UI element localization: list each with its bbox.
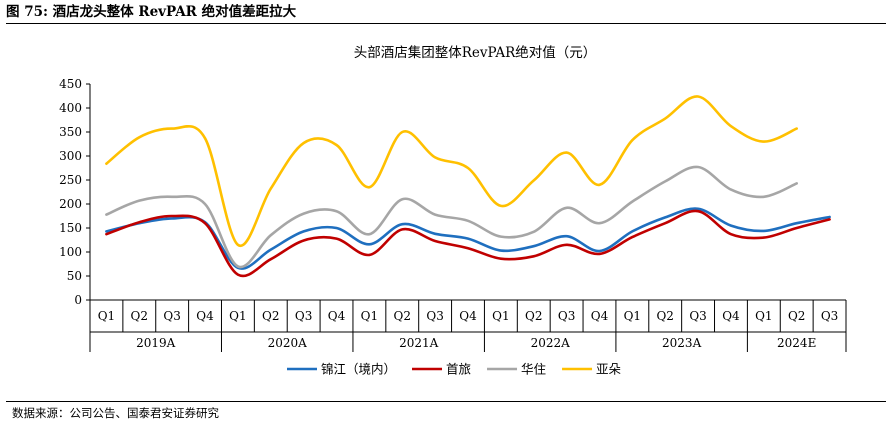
x-tick-label: Q1 xyxy=(229,309,246,323)
x-tick-label: Q2 xyxy=(262,309,279,323)
x-tick-label: Q4 xyxy=(328,309,346,323)
series-line-0 xyxy=(105,207,831,270)
x-tick-label: Q3 xyxy=(295,309,312,323)
x-tick-label: Q4 xyxy=(722,309,740,323)
figure-label: 图 75: 酒店龙头整体 RevPAR 绝对值差距拉大 xyxy=(6,4,297,20)
chart-area: 头部酒店集团整体RevPAR绝对值（元） 0 50 100 150 200 250 300 3… xyxy=(0,24,893,400)
series-line-1 xyxy=(105,209,831,278)
x-tick-label: Q2 xyxy=(788,309,805,323)
y-tick-label: 350 xyxy=(59,125,82,139)
x-tick-label: Q1 xyxy=(755,309,772,323)
y-axis: 0 50 100 150 200 250 300 350 400 450 xyxy=(59,77,91,307)
line-chart: 头部酒店集团整体RevPAR绝对值（元） 0 50 100 150 200 250 300 3… xyxy=(59,45,847,377)
legend-label: 锦江（境内） xyxy=(321,362,396,377)
legend: 锦江（境内） 首旅 华住 亚朵 xyxy=(287,362,622,377)
y-tick-label: 450 xyxy=(59,77,82,91)
year-label: 2022A xyxy=(531,336,571,350)
legend-label: 亚朵 xyxy=(596,362,622,377)
x-axis: Q1 Q2 Q3 Q4 Q1 Q2 Q3 Q4 Q1 Q2 Q3 Q4 Q1 Q2 Q3 Q4 Q1 Q2 Q3 Q4… xyxy=(89,299,847,352)
year-label: 2023A xyxy=(662,336,702,350)
x-tick-label: Q1 xyxy=(492,309,509,323)
y-tick-label: 150 xyxy=(59,221,82,235)
x-tick-label: Q4 xyxy=(459,309,477,323)
x-tick-label: Q3 xyxy=(163,309,180,323)
y-tick-label: 200 xyxy=(59,197,82,211)
y-tick-label: 400 xyxy=(59,101,82,115)
year-label: 2020A xyxy=(268,336,308,350)
x-tick-label: Q3 xyxy=(821,309,838,323)
x-tick-label: Q2 xyxy=(525,309,542,323)
x-tick-label: Q4 xyxy=(196,309,214,323)
x-tick-label: Q2 xyxy=(131,309,148,323)
x-tick-label: Q2 xyxy=(656,309,673,323)
year-label: 2024E xyxy=(777,336,816,350)
source-divider xyxy=(6,401,886,402)
x-tick-label: Q3 xyxy=(426,309,443,323)
x-tick-label: Q1 xyxy=(361,309,378,323)
x-tick-label: Q1 xyxy=(624,309,641,323)
series-line-2 xyxy=(105,165,798,269)
x-tick-label: Q3 xyxy=(689,309,706,323)
series-lines xyxy=(105,95,831,278)
source-note: 数据来源：公司公告、国泰君安证券研究 xyxy=(12,406,219,420)
year-label: 2019A xyxy=(136,336,176,350)
x-tick-label: Q2 xyxy=(394,309,411,323)
y-tick-label: 0 xyxy=(74,293,82,307)
y-tick-label: 300 xyxy=(59,149,82,163)
x-tick-label: Q1 xyxy=(98,309,115,323)
series-line-3 xyxy=(105,95,798,248)
chart-title: 头部酒店集团整体RevPAR绝对值（元） xyxy=(354,45,597,61)
x-tick-label: Q4 xyxy=(591,309,609,323)
figure-caption: 图 75: 酒店龙头整体 RevPAR 绝对值差距拉大 xyxy=(6,1,886,24)
y-tick-label: 100 xyxy=(59,245,82,259)
legend-label: 华住 xyxy=(521,362,547,377)
y-tick-label: 50 xyxy=(67,269,82,283)
y-tick-label: 250 xyxy=(59,173,82,187)
year-label: 2021A xyxy=(399,336,439,350)
x-tick-label: Q3 xyxy=(558,309,575,323)
legend-label: 首旅 xyxy=(446,362,471,377)
